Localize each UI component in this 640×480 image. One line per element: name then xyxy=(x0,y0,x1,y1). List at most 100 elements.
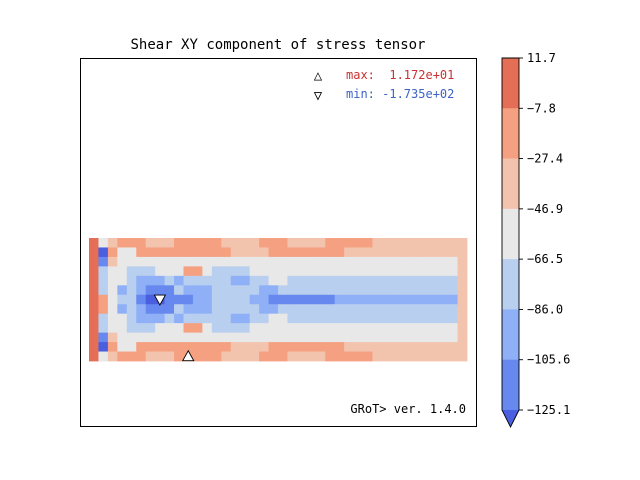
heatmap-cell xyxy=(306,275,317,286)
heatmap-cell xyxy=(136,266,147,277)
heatmap-cell xyxy=(98,304,109,315)
heatmap-cell xyxy=(448,256,458,267)
heatmap-cell xyxy=(192,285,203,296)
heatmap-cell xyxy=(448,332,458,343)
heatmap-cell xyxy=(306,256,317,267)
heatmap-cell xyxy=(325,342,336,352)
heatmap-cell xyxy=(230,247,241,258)
heatmap-cell xyxy=(325,238,336,248)
heatmap-cell xyxy=(230,323,241,334)
heatmap-cell xyxy=(249,351,260,362)
heatmap-cell xyxy=(448,304,458,315)
heatmap-cell xyxy=(249,247,260,258)
heatmap-cell xyxy=(410,256,421,267)
heatmap-cell xyxy=(98,285,109,296)
heatmap-cell xyxy=(325,285,336,296)
heatmap-cell xyxy=(183,285,194,296)
colorbar-tick-label: −27.4 xyxy=(527,152,563,166)
heatmap-cell xyxy=(372,332,383,343)
heatmap-cell xyxy=(278,332,288,343)
plot-frame xyxy=(80,58,477,427)
extrema-markers xyxy=(153,294,195,362)
heatmap-cell xyxy=(325,275,336,286)
heatmap-cell xyxy=(278,247,288,258)
heatmap-cell xyxy=(334,238,345,248)
heatmap-cell xyxy=(240,342,251,352)
heatmap-cell xyxy=(429,351,440,362)
heatmap-cell xyxy=(438,304,449,315)
heatmap-cell xyxy=(296,323,307,334)
heatmap-cell xyxy=(278,323,288,334)
heatmap-cell xyxy=(353,285,364,296)
heatmap-cell xyxy=(230,275,241,286)
heatmap-cell xyxy=(334,342,345,352)
heatmap-cell xyxy=(126,285,137,296)
heatmap-cell xyxy=(296,275,307,286)
heatmap-cell xyxy=(230,304,241,315)
colorbar-tick-label: −46.9 xyxy=(527,202,563,216)
heatmap-cell xyxy=(249,304,260,315)
heatmap-cell xyxy=(117,256,128,267)
heatmap-cell xyxy=(353,266,364,277)
heatmap-cell xyxy=(287,323,298,334)
heatmap-cell xyxy=(126,313,137,324)
heatmap-cell xyxy=(230,256,241,267)
heatmap-cell xyxy=(457,313,468,324)
heatmap-cell xyxy=(174,332,184,343)
heatmap-cell xyxy=(306,294,317,305)
heatmap-cell xyxy=(391,313,402,324)
heatmap-cell xyxy=(259,256,269,267)
heatmap-cell xyxy=(287,332,298,343)
heatmap-cell xyxy=(221,294,232,305)
heatmap-cell xyxy=(192,351,203,362)
heatmap-cell xyxy=(221,247,232,258)
heatmap-cell xyxy=(278,256,288,267)
heatmap-cell xyxy=(344,247,354,258)
heatmap-cell xyxy=(249,332,260,343)
heatmap-cell xyxy=(202,266,213,277)
heatmap-cell xyxy=(230,285,241,296)
heatmap-cell xyxy=(334,247,345,258)
heatmap-cell xyxy=(457,247,468,258)
heatmap-cell xyxy=(117,304,128,315)
heatmap-cell xyxy=(155,238,165,248)
heatmap-cell xyxy=(306,266,317,277)
heatmap-cell xyxy=(353,275,364,286)
heatmap-cell xyxy=(126,275,137,286)
heatmap-cell xyxy=(419,323,430,334)
heatmap-cell xyxy=(174,256,184,267)
heatmap-cell xyxy=(192,256,203,267)
chart-title: Shear XY component of stress tensor xyxy=(130,37,425,53)
heatmap-cell xyxy=(344,342,354,352)
heatmap-cell xyxy=(381,238,392,248)
heatmap-cell xyxy=(344,351,354,362)
heatmap-cell xyxy=(211,294,222,305)
colorbar-segment xyxy=(502,108,519,160)
heatmap-cell xyxy=(240,313,251,324)
heatmap-cell xyxy=(155,313,165,324)
heatmap-cell xyxy=(410,351,421,362)
heatmap-cell xyxy=(344,256,354,267)
heatmap-cell xyxy=(315,294,326,305)
heatmap-cell xyxy=(381,266,392,277)
heatmap-cell xyxy=(89,266,99,277)
heatmap-cell xyxy=(315,247,326,258)
heatmap-cell xyxy=(419,238,430,248)
heatmap-cell xyxy=(117,342,128,352)
heatmap-cell xyxy=(419,332,430,343)
heatmap-cell xyxy=(155,285,165,296)
heatmap-cell xyxy=(174,247,184,258)
heatmap-cell xyxy=(457,266,468,277)
heatmap-cell xyxy=(315,238,326,248)
heatmap-cell xyxy=(353,332,364,343)
heatmap-cell xyxy=(429,256,440,267)
colorbar-segment xyxy=(502,158,519,210)
heatmap-cell xyxy=(296,332,307,343)
heatmap-cell xyxy=(192,313,203,324)
heatmap-cell xyxy=(448,294,458,305)
heatmap-cell xyxy=(325,313,336,324)
heatmap-cell xyxy=(306,285,317,296)
heatmap-cell xyxy=(391,342,402,352)
heatmap-cell xyxy=(410,323,421,334)
heatmap-cell xyxy=(381,247,392,258)
